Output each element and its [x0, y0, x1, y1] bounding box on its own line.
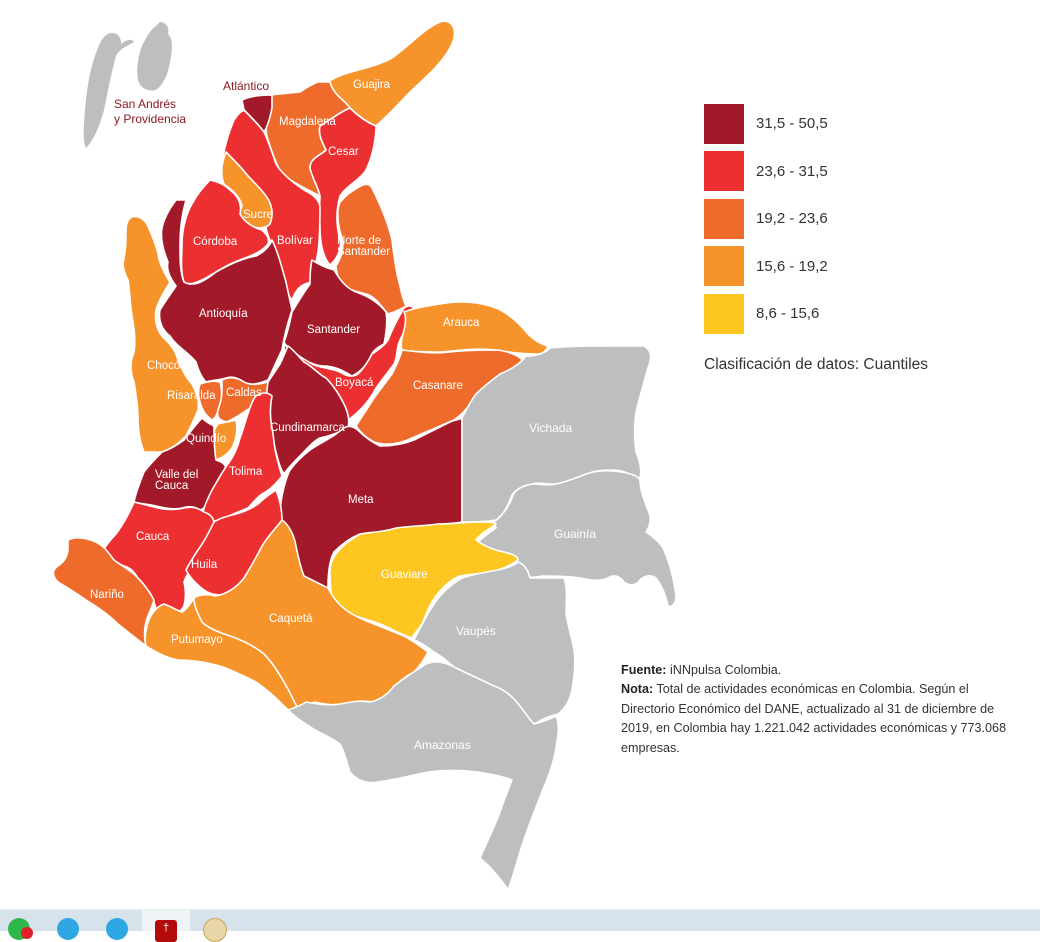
label-valle-cauca: Cauca [155, 480, 189, 492]
label-narino: Nariño [90, 589, 124, 601]
label-caqueta: Caquetá [269, 613, 313, 625]
label-huila: Huila [191, 559, 218, 571]
label-norte-de: Norte de [337, 235, 381, 247]
label-arauca: Arauca [443, 317, 480, 329]
legend-swatch [704, 103, 744, 144]
label-boyaca: Boyacá [335, 377, 374, 389]
legend-label: 15,6 - 19,2 [756, 257, 828, 275]
legend-item: 19,2 - 23,6 [704, 195, 828, 243]
legend-swatch [704, 198, 744, 239]
label-bolivar: Bolívar [277, 235, 313, 247]
paint-icon[interactable] [203, 918, 227, 942]
label-tolima: Tolima [229, 466, 263, 478]
label-santander: Santander [307, 324, 360, 336]
label-quindio: Quindío [186, 433, 226, 445]
label-risaralda: Risaralda [167, 390, 216, 402]
label-casanare: Casanare [413, 380, 463, 392]
label-cauca: Cauca [136, 531, 170, 543]
label-valle-del: Valle del [155, 469, 198, 481]
region-cesar[interactable] [309, 107, 377, 266]
legend-item: 23,6 - 31,5 [704, 148, 828, 196]
label-guajira: Guajira [353, 79, 391, 91]
label-amazonas: Amazonas [414, 738, 471, 752]
legend-label: 31,5 - 50,5 [756, 115, 828, 133]
label-vaupes: Vaupés [456, 624, 496, 638]
region-providencia[interactable] [137, 22, 172, 91]
classification-note: Clasificación de datos: Cuantiles [704, 356, 929, 373]
label-vichada: Vichada [529, 421, 572, 435]
label-providencia: y Providencia [114, 112, 186, 126]
legend-item: 15,6 - 19,2 [704, 243, 828, 291]
acrobat-glyph: † [163, 922, 170, 934]
legend-item: 31,5 - 50,5 [704, 100, 828, 148]
label-choco: Chocó [147, 360, 180, 372]
whatsapp-icon[interactable] [8, 918, 33, 940]
source-label: Fuente: [621, 663, 667, 677]
label-guainia: Guainía [554, 527, 596, 541]
notification-badge [21, 927, 33, 939]
region-narino[interactable] [52, 537, 155, 647]
telegram-icon[interactable] [106, 918, 128, 940]
region-san-andres[interactable] [83, 32, 134, 148]
note-label: Nota: [621, 682, 654, 697]
legend-swatch [704, 151, 744, 192]
label-cundinamarca: Cundinamarca [270, 422, 345, 434]
region-amazonas[interactable] [287, 661, 560, 891]
label-antioquia: Antioquía [199, 308, 248, 320]
legend-label: 8,6 - 15,6 [756, 305, 820, 323]
pdf-reader-icon[interactable]: † [155, 920, 177, 942]
label-atlantico: Atlántico [223, 79, 269, 93]
taskbar: † [0, 909, 1040, 942]
region-sucre[interactable] [221, 151, 273, 229]
region-norte-santander[interactable] [335, 183, 407, 315]
label-putumayo: Putumayo [171, 634, 223, 646]
region-caqueta[interactable] [193, 519, 429, 713]
legend-item: 8,6 - 15,6 [704, 290, 828, 338]
note-text: Total de actividades económicas en Colom… [621, 682, 1007, 755]
source-note: Fuente: iNNpulsa Colombia. Nota: Total d… [621, 661, 1021, 758]
label-meta: Meta [348, 494, 374, 506]
map-legend: 31,5 - 50,5 23,6 - 31,5 19,2 - 23,6 15,6… [704, 100, 828, 338]
legend-swatch [704, 293, 744, 334]
label-magdalena: Magdalena [279, 116, 337, 128]
source-text: iNNpulsa Colombia. [666, 663, 782, 677]
legend-label: 19,2 - 23,6 [756, 210, 828, 228]
label-guaviare: Guaviare [381, 569, 428, 581]
label-sucre: Sucre [243, 209, 273, 221]
label-cordoba: Córdoba [193, 236, 238, 248]
label-norte-santander: Santander [337, 246, 390, 258]
label-cesar: Cesar [328, 146, 359, 158]
label-caldas: Caldas [226, 387, 262, 399]
legend-swatch [704, 246, 744, 287]
legend-label: 23,6 - 31,5 [756, 162, 828, 180]
colombia-choropleth-map: San Andrés y Providencia Atlántico Magda… [52, 20, 677, 891]
region-meta[interactable] [275, 417, 463, 589]
label-san-andres: San Andrés [114, 97, 176, 111]
telegram-icon[interactable] [57, 918, 79, 940]
